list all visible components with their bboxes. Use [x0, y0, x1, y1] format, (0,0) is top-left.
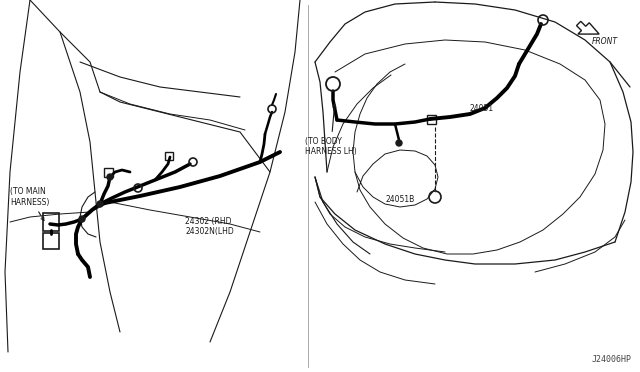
Circle shape: [396, 140, 402, 146]
FancyBboxPatch shape: [104, 167, 113, 176]
FancyBboxPatch shape: [43, 213, 59, 231]
Text: (TO BODY
HARNESS LH): (TO BODY HARNESS LH): [305, 104, 356, 156]
Circle shape: [107, 174, 113, 180]
Text: 24051: 24051: [470, 104, 494, 113]
Circle shape: [97, 201, 103, 207]
FancyBboxPatch shape: [164, 151, 173, 160]
Text: FRONT: FRONT: [592, 37, 618, 46]
Text: 24302 (RHD
24302N(LHD: 24302 (RHD 24302N(LHD: [185, 217, 234, 236]
Text: J24006HP: J24006HP: [592, 355, 632, 364]
FancyBboxPatch shape: [43, 233, 59, 249]
Circle shape: [79, 216, 85, 222]
Text: (TO MAIN
HARNESS): (TO MAIN HARNESS): [10, 187, 49, 221]
Text: 24051B: 24051B: [385, 196, 414, 205]
FancyBboxPatch shape: [426, 115, 435, 124]
